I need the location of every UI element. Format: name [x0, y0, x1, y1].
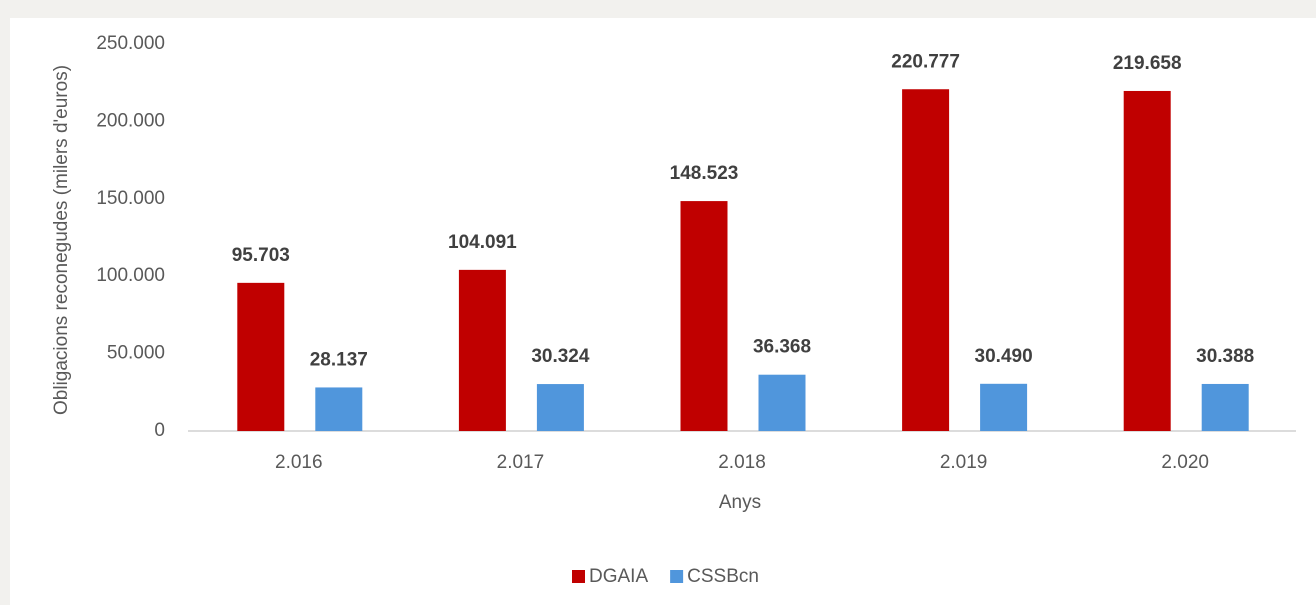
bar	[458, 269, 506, 431]
y-tick-label: 250.000	[96, 33, 165, 54]
data-label: 220.777	[891, 51, 960, 72]
x-tick-label: 2.019	[940, 452, 988, 473]
bar	[237, 282, 285, 431]
bar	[315, 387, 363, 431]
data-label: 104.091	[448, 232, 517, 253]
x-axis-title: Anys	[719, 492, 761, 513]
data-label: 30.324	[531, 346, 590, 367]
bar	[980, 383, 1028, 431]
bar	[902, 89, 950, 431]
data-label: 30.388	[1196, 346, 1254, 367]
x-tick-label: 2.017	[497, 452, 545, 473]
x-tick-label: 2.020	[1161, 452, 1209, 473]
x-tick-label: 2.016	[275, 452, 323, 473]
data-label: 95.703	[232, 245, 290, 266]
bar	[536, 384, 584, 431]
y-tick-label: 150.000	[96, 188, 165, 209]
data-label: 30.490	[975, 346, 1033, 367]
data-label: 28.137	[310, 349, 368, 370]
data-label: 36.368	[753, 337, 811, 358]
y-tick-label: 200.000	[96, 110, 165, 131]
y-tick-label: 50.000	[107, 343, 165, 364]
legend-label: CSSBcn	[687, 566, 759, 587]
legend-swatch	[572, 570, 585, 583]
y-tick-label: 100.000	[96, 265, 165, 286]
bar	[758, 374, 806, 431]
bar	[1201, 383, 1249, 431]
bar	[1123, 90, 1171, 431]
bar	[680, 201, 728, 431]
chart-panel	[10, 18, 1316, 605]
y-axis-title: Obligacions reconegudes (milers d'euros)	[51, 65, 72, 415]
y-tick-label: 0	[154, 420, 165, 441]
legend-swatch	[670, 570, 684, 583]
data-label: 148.523	[670, 163, 739, 184]
legend-label: DGAIA	[589, 566, 648, 587]
data-label: 219.658	[1113, 53, 1182, 74]
x-tick-label: 2.018	[718, 452, 766, 473]
